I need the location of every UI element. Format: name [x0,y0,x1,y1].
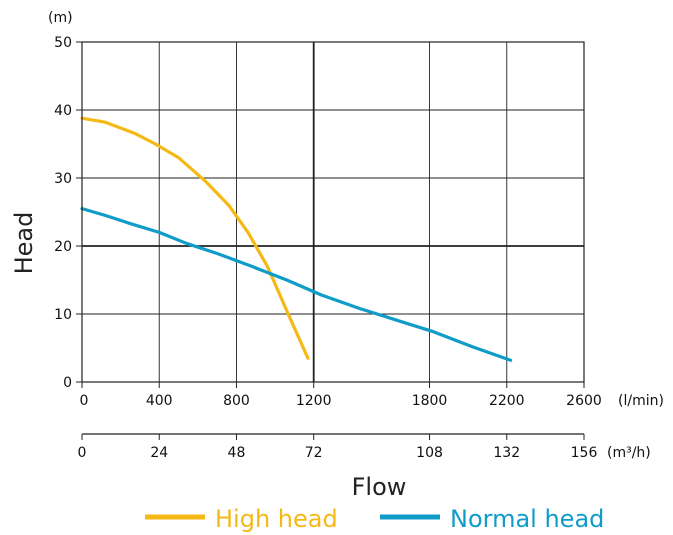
x-axis-title: Flow [352,473,407,501]
y-tick-label: 20 [54,239,72,255]
x2-tick-label: 108 [416,445,443,461]
x2-tick-label: 132 [493,445,520,461]
y-tick-label: 0 [63,375,72,391]
legend-label-high-head: High head [215,505,338,533]
y-axis-title: Head [10,212,38,275]
x2-tick-label: 24 [150,445,168,461]
x2-tick-label: 0 [78,445,87,461]
y-unit-label: (m) [48,10,73,26]
y-tick-label: 10 [54,307,72,323]
y-tick-label: 30 [54,171,72,187]
y-tick-label: 50 [54,35,72,51]
series-line-normal-head [80,207,513,362]
chart-grid [81,41,585,383]
x2-tick-label: 156 [571,445,598,461]
legend: High head Normal head [145,505,604,533]
x-tick-label: 2200 [489,393,525,409]
chart-axes: 0 10 20 30 40 50 0 400 800 1200 1800 2200 2600 0 24 48 7… [54,35,602,461]
x-tick-label: 1800 [412,393,448,409]
x2-tick-label: 72 [305,445,323,461]
x-tick-label: 400 [146,393,173,409]
legend-label-normal-head: Normal head [450,505,604,533]
x-tick-label: 2600 [566,393,602,409]
plot-frame [81,41,585,383]
series-line-high-head [80,116,310,360]
x-tick-label: 1200 [296,393,332,409]
x-tick-label: 0 [80,393,89,409]
x2-tick-label: 48 [228,445,246,461]
x-tick-label: 800 [223,393,250,409]
y-tick-label: 40 [54,103,72,119]
x-unit-label: (l/min) [618,393,664,409]
series-layer [80,116,513,362]
x2-unit-label: (m³/h) [607,445,651,461]
